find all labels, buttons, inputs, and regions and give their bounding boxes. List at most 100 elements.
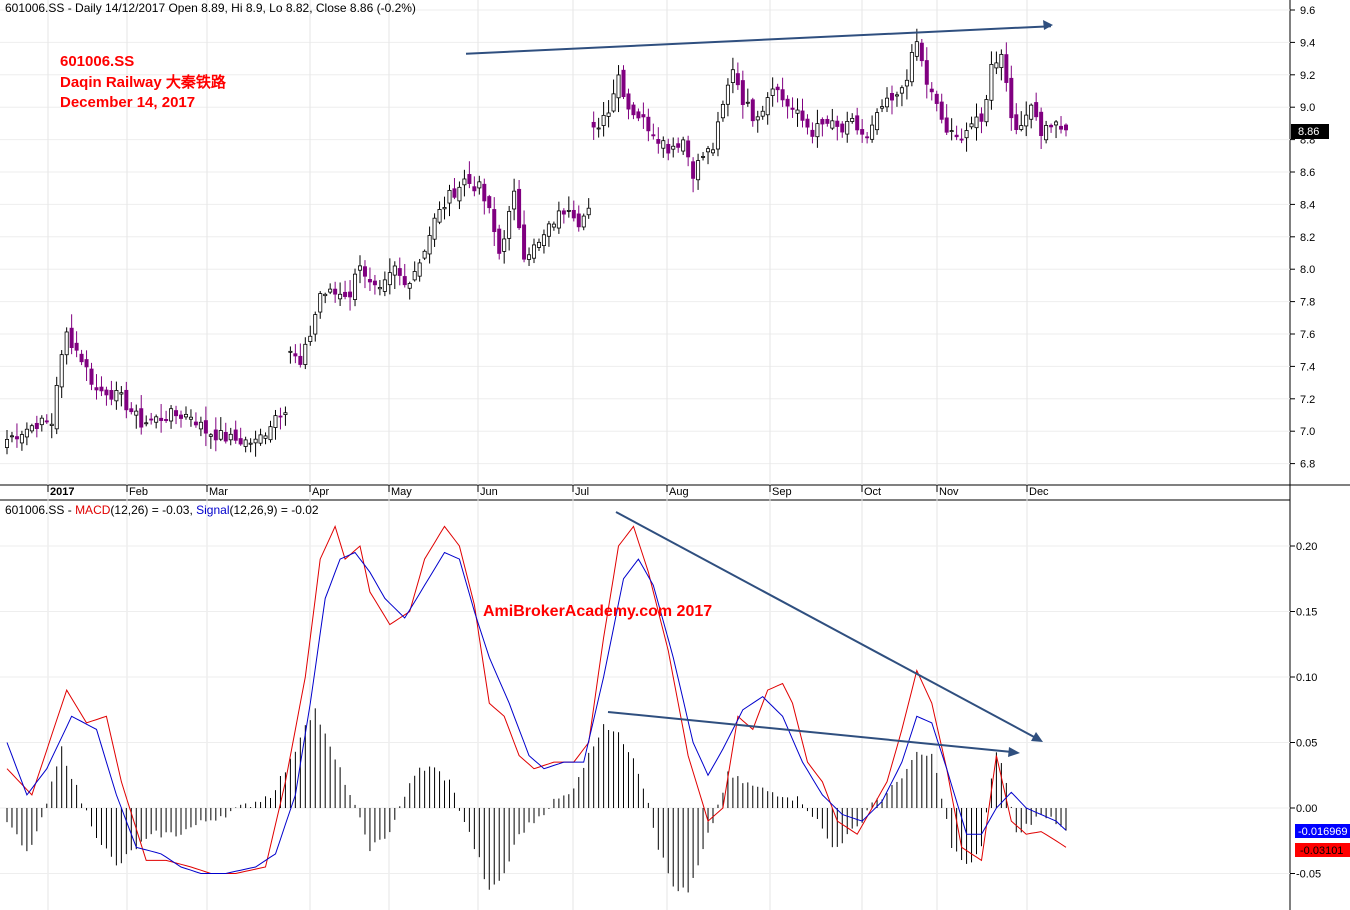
- candle-body: [691, 161, 696, 179]
- candle: [686, 135, 691, 167]
- candle-body: [899, 87, 904, 94]
- candle: [536, 238, 541, 251]
- candle: [706, 145, 711, 165]
- candle: [611, 79, 616, 113]
- price-resistance-line: [465, 25, 1052, 55]
- candle-body: [99, 386, 104, 392]
- candle-body: [328, 288, 333, 293]
- candle-body: [835, 120, 840, 127]
- candle: [720, 100, 725, 122]
- price-tick-label: 7.2: [1300, 394, 1315, 406]
- candle-body: [477, 181, 482, 189]
- candle-body: [263, 435, 268, 439]
- candle-body: [944, 117, 949, 133]
- macd-tick-label: -0.05: [1296, 869, 1321, 881]
- candle: [174, 405, 179, 425]
- candle-body: [258, 434, 263, 444]
- price-tick-label: 7.0: [1300, 426, 1315, 438]
- price-header: 601006.SS - Daily 14/12/2017 Open 8.89, …: [5, 1, 416, 15]
- candle: [79, 349, 84, 366]
- candle-body: [164, 419, 169, 422]
- candle: [870, 115, 875, 143]
- candle-body: [462, 178, 467, 186]
- signal-badge-text: -0.016969: [1298, 826, 1348, 838]
- candle: [711, 142, 716, 156]
- candle-body: [904, 79, 909, 87]
- candle: [253, 430, 258, 457]
- candle: [576, 205, 581, 232]
- month-label: Dec: [1029, 486, 1049, 498]
- candle: [382, 271, 387, 297]
- signal-header-params: (12,26,9): [230, 503, 278, 517]
- candle-body: [198, 421, 203, 430]
- price-tick-label: 7.6: [1300, 329, 1315, 341]
- price-tick-label: 6.8: [1300, 459, 1315, 471]
- title-company: Daqin Railway 大秦铁路: [60, 73, 227, 91]
- candle-body: [19, 434, 24, 444]
- candle-body: [273, 415, 278, 428]
- candle: [626, 88, 631, 120]
- candle-body: [999, 53, 1004, 68]
- candle-body: [929, 88, 934, 93]
- macd-trendline-upper-arrow: [1031, 732, 1043, 742]
- candle-body: [681, 139, 686, 152]
- candle-body: [596, 127, 601, 130]
- candle-body: [909, 52, 914, 83]
- candle-body: [780, 89, 785, 101]
- candle-body: [1009, 77, 1014, 119]
- candle-body: [894, 94, 899, 97]
- macd-tick-label: 0.20: [1296, 541, 1317, 553]
- candle-body: [969, 123, 974, 128]
- candle: [74, 331, 79, 358]
- signal-header-value: = -0.02: [278, 503, 319, 517]
- month-label: Nov: [939, 486, 959, 498]
- candle: [636, 108, 641, 122]
- candle-body: [447, 189, 452, 204]
- last-price-badge: 8.86: [1291, 124, 1329, 139]
- macd-header: 601006.SS - MACD(12,26) = -0.03, Signal(…: [5, 503, 319, 517]
- candle: [9, 431, 14, 443]
- candle: [1039, 107, 1044, 149]
- candle-body: [397, 268, 402, 276]
- candle: [860, 119, 865, 143]
- candle-body: [313, 314, 318, 335]
- candle-body: [795, 109, 800, 114]
- candle: [487, 194, 492, 214]
- candle: [840, 121, 845, 138]
- candle: [273, 409, 278, 440]
- candle-body: [631, 104, 636, 116]
- title-ticker: 601006.SS: [60, 53, 134, 70]
- price-trendline: [465, 20, 1053, 55]
- candle-body: [377, 287, 382, 290]
- macd-tick-label: 0.00: [1296, 803, 1317, 815]
- candle: [1064, 123, 1069, 137]
- candle-body: [561, 210, 566, 215]
- candle: [656, 127, 661, 154]
- candle: [964, 122, 969, 152]
- macd-header-label: MACD: [75, 503, 111, 517]
- month-label: Feb: [129, 486, 148, 498]
- candle-body: [308, 335, 313, 342]
- candle: [735, 62, 740, 90]
- candle-body: [94, 387, 99, 391]
- candle-body: [348, 291, 353, 298]
- candle: [845, 111, 850, 143]
- candle-body: [392, 265, 397, 276]
- candle-body: [278, 415, 283, 418]
- candle-body: [203, 420, 208, 434]
- candle-body: [701, 156, 706, 158]
- macd-badge-text: -0.03101: [1300, 845, 1343, 857]
- candle: [715, 111, 720, 157]
- candle: [472, 176, 477, 197]
- macd-tick-label: 0.10: [1296, 672, 1317, 684]
- candle: [775, 83, 780, 103]
- candle: [233, 420, 238, 444]
- candle-body: [586, 207, 591, 216]
- candle-body: [1004, 54, 1009, 83]
- candle: [333, 281, 338, 303]
- candle-body: [139, 408, 144, 428]
- signal-value-badge: -0.016969: [1295, 824, 1350, 838]
- candle: [5, 430, 10, 455]
- candle: [467, 161, 472, 189]
